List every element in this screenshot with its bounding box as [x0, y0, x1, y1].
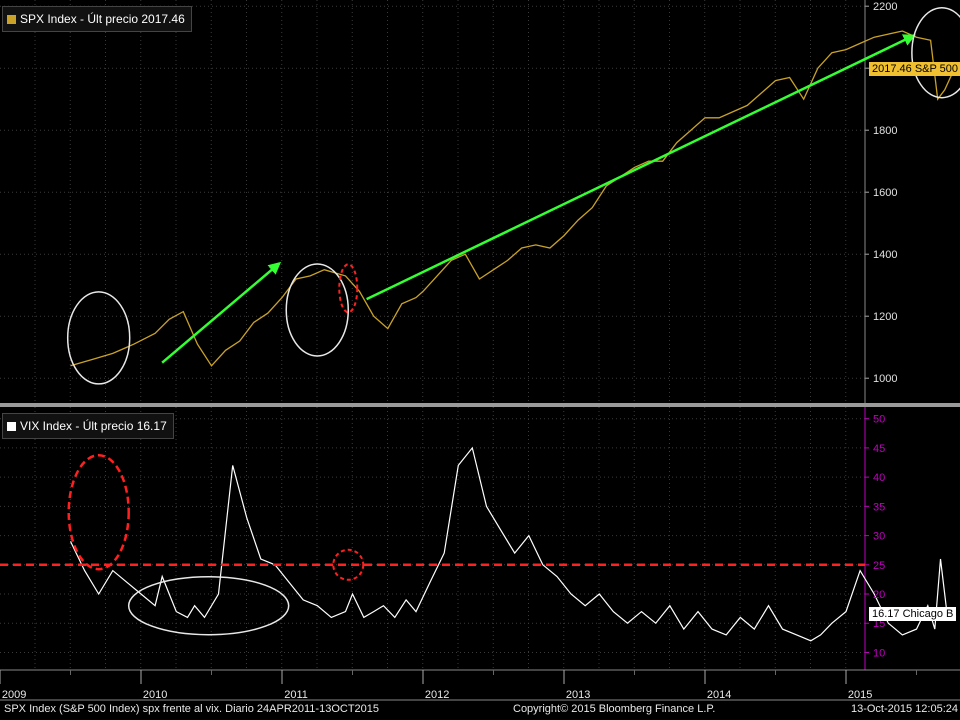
vix-red-circle-cross [332, 548, 365, 581]
spx-legend: SPX Index - Últ precio 2017.46 [2, 6, 192, 32]
uptrend-arrow-1 [161, 261, 282, 364]
x-tick-label: 2014 [707, 689, 731, 701]
series-lines [69, 30, 957, 642]
x-tick-label: 2011 [284, 689, 308, 701]
vix-legend: VIX Index - Últ precio 16.17 [2, 413, 174, 439]
spx-circle-2010 [66, 291, 131, 385]
annotations [0, 6, 960, 636]
vix-red-circle-spike [67, 453, 130, 571]
vix-y-tick-label: 50 [873, 414, 885, 426]
vix-y-tick-label: 15 [873, 618, 885, 630]
axes [0, 0, 960, 701]
vix-white-circle-calm [127, 575, 290, 636]
x-tick-label: 2009 [2, 689, 26, 701]
vix-y-tick-label: 20 [873, 589, 885, 601]
footer-copyright: Copyright© 2015 Bloomberg Finance L.P. [513, 703, 716, 715]
spx-y-tick-label: 2200 [873, 1, 897, 13]
panel-separator [0, 403, 960, 407]
footer-timestamp: 13-Oct-2015 12:05:24 [850, 703, 958, 715]
spx-last-value-tag: 2017.46 S&P 500 I [869, 62, 960, 76]
x-tick-label: 2013 [566, 689, 590, 701]
uptrend-arrow-2 [366, 34, 916, 301]
vix-last-value-tag: 16.17 Chicago B [869, 607, 957, 621]
spx-red-circle [338, 263, 359, 314]
vix-y-tick-label: 10 [873, 647, 885, 659]
vix-y-tick-label: 40 [873, 472, 885, 484]
vix-y-tick-label: 25 [873, 560, 885, 572]
footer-description: SPX Index (S&P 500 Index) spx frente al … [4, 703, 380, 715]
x-axis-band [0, 671, 960, 701]
vix-y-tick-label: 45 [873, 443, 885, 455]
spx-y-tick-label: 1800 [873, 125, 897, 137]
spx-y-tick-label: 1600 [873, 187, 897, 199]
spx-y-tick-label: 1200 [873, 311, 897, 323]
spx-circle-2015 [911, 6, 960, 99]
x-tick-label: 2012 [425, 689, 449, 701]
tick-labels: 1000120014001600180020002200101520253035… [2, 1, 898, 701]
x-tick-label: 2010 [143, 689, 167, 701]
vix-legend-swatch [7, 422, 16, 432]
spx-circle-2011 [285, 263, 349, 357]
vix-y-tick-label: 35 [873, 501, 885, 513]
vix-line [69, 446, 957, 642]
vix-y-tick-label: 30 [873, 531, 885, 543]
spx-y-tick-label: 1000 [873, 373, 897, 385]
spx-legend-swatch [7, 15, 16, 25]
spx-line [70, 30, 957, 367]
spx-y-tick-label: 1400 [873, 249, 897, 261]
vix-legend-label: VIX Index - Últ precio 16.17 [20, 419, 167, 433]
spx-legend-label: SPX Index - Últ precio 2017.46 [20, 12, 185, 26]
x-tick-label: 2015 [848, 689, 872, 701]
